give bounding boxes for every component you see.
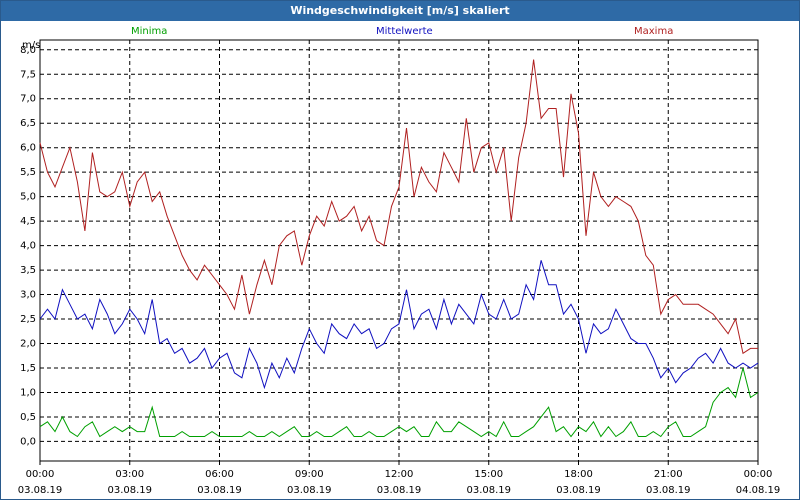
x-tick-time: 09:00	[295, 469, 324, 480]
series-line-mittelwerte	[39, 260, 759, 390]
series-line-minima	[39, 367, 759, 438]
x-tick-time: 00:00	[744, 469, 773, 480]
y-tick-label: 5,0	[20, 192, 36, 203]
x-tick-time: 18:00	[564, 469, 593, 480]
x-tick-time: 00:00	[26, 469, 55, 480]
x-tick-date: 03.08.19	[466, 485, 511, 496]
y-tick-label: 4,0	[20, 241, 36, 252]
x-tick-time: 06:00	[205, 469, 234, 480]
x-tick-date: 03.08.19	[377, 485, 422, 496]
x-tick-date: 04.08.19	[736, 485, 781, 496]
y-tick-label: 6,0	[20, 143, 36, 154]
x-tick-time: 15:00	[474, 469, 503, 480]
x-tick-time: 12:00	[385, 469, 414, 480]
legend-mittelwerte: Mittelwerte	[376, 26, 433, 37]
x-tick-date: 03.08.19	[197, 485, 242, 496]
y-tick-label: 6,5	[20, 118, 36, 129]
y-axis-unit: m/s	[22, 40, 40, 51]
x-tick-time: 21:00	[654, 469, 683, 480]
y-tick-label: 4,5	[20, 216, 36, 227]
x-tick-date: 03.08.19	[556, 485, 601, 496]
legend-minima: Minima	[131, 26, 168, 37]
x-tick-date: 03.08.19	[287, 485, 332, 496]
x-tick-date: 03.08.19	[107, 485, 152, 496]
y-tick-label: 7,5	[20, 69, 36, 80]
series-line-maxima	[39, 59, 758, 355]
y-tick-label: 1,0	[20, 387, 36, 398]
window-title: Windgeschwindigkeit [m/s] skaliert	[1, 1, 799, 21]
y-tick-label: 8,0	[20, 45, 36, 56]
y-tick-label: 1,5	[20, 363, 36, 374]
x-tick-date: 03.08.19	[18, 485, 63, 496]
y-tick-label: 2,0	[20, 339, 36, 350]
x-tick-time: 03:00	[115, 469, 144, 480]
x-tick-date: 03.08.19	[646, 485, 691, 496]
y-tick-label: 0,0	[20, 436, 36, 447]
y-tick-label: 0,5	[20, 412, 36, 423]
legend-maxima: Maxima	[634, 26, 674, 37]
y-tick-label: 5,5	[20, 167, 36, 178]
y-tick-label: 7,0	[20, 94, 36, 105]
y-tick-label: 3,0	[20, 290, 36, 301]
y-tick-label: 3,5	[20, 265, 36, 276]
y-tick-label: 2,5	[20, 314, 36, 325]
